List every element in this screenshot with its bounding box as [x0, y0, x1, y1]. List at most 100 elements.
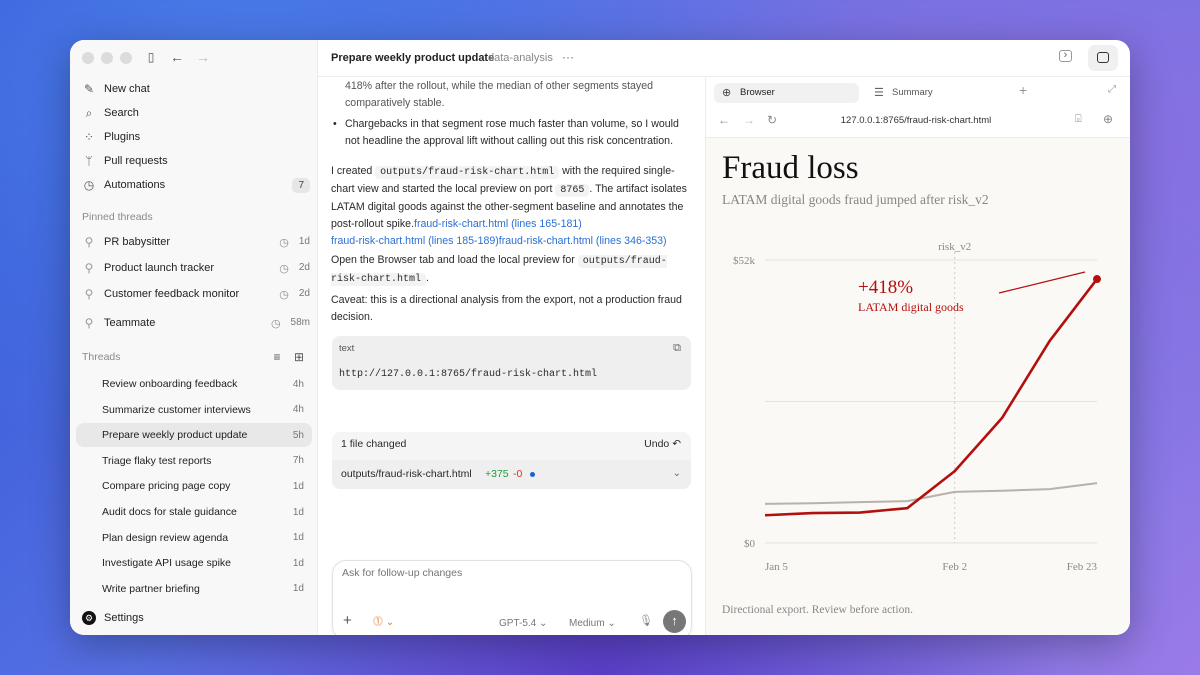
unsaved-dot [530, 472, 535, 477]
pinned-thread[interactable]: ⚲ Product launch tracker ◷ 2d [82, 257, 310, 279]
nav-pull-requests[interactable]: ᛘ Pull requests [82, 150, 310, 172]
thread-item[interactable]: Write partner briefing 1d [76, 577, 312, 601]
effort-select[interactable]: Medium ⌄ [569, 618, 616, 629]
pinned-thread[interactable]: ⚲ Teammate ◷ 58m [82, 312, 310, 334]
file-link[interactable]: fraud-risk-chart.html (lines 185-189) [331, 235, 499, 247]
page-content: Fraud loss LATAM digital goods fraud jum… [706, 137, 1130, 635]
thread-time: 1d [292, 532, 304, 544]
search-icon: ⌕ [85, 105, 93, 120]
zoom-window-button[interactable] [120, 52, 132, 64]
new-tab-icon[interactable]: + [1019, 82, 1028, 98]
terminal-icon[interactable]: › [1059, 50, 1072, 62]
tab-label: Summary [892, 87, 933, 98]
microphone-icon[interactable]: 🎙 [639, 615, 653, 627]
bullet-text: Chargebacks in that segment rose much fa… [345, 118, 679, 147]
thread-label: Triage flaky test reports [102, 454, 212, 467]
globe-icon: ⊕ [722, 87, 732, 99]
nav-label: Automations [104, 179, 166, 191]
send-button[interactable]: ↑ [663, 610, 686, 633]
file-link[interactable]: fraud-risk-chart.html (lines 346-353) [498, 235, 667, 247]
undo-label: Undo [644, 438, 670, 450]
thread-item[interactable]: Summarize customer interviews 4h [76, 398, 312, 422]
thread-item[interactable]: Triage flaky test reports 7h [76, 449, 312, 473]
settings-button[interactable]: ⚙ Settings [82, 607, 310, 629]
thread-time: 1d [298, 235, 310, 247]
undo-icon: ↶ [672, 438, 681, 450]
expand-icon[interactable]: ⤢ [1108, 84, 1116, 95]
minimize-window-button[interactable] [101, 52, 113, 64]
copy-icon[interactable]: ⧉ [673, 342, 681, 354]
annotation-leader-line [998, 271, 1086, 294]
thread-item[interactable]: Audit docs for stale guidance 1d [76, 500, 312, 524]
follow-up-input[interactable] [342, 567, 662, 579]
nav-automations[interactable]: ◷ Automations 7 [82, 174, 310, 196]
add-annotation-icon[interactable]: ⊕ [1103, 112, 1114, 126]
nav-new-chat[interactable]: ✎ New chat [82, 78, 310, 100]
thread-item[interactable]: Compare pricing page copy 1d [76, 474, 312, 498]
tab-summary[interactable]: ☰ Summary [874, 83, 984, 103]
bullet-item: • Chargebacks in that segment rose much f… [331, 116, 681, 150]
series-line-0 [764, 278, 1099, 517]
thread-time: 2d [298, 261, 310, 273]
forward-arrow-icon[interactable]: → [196, 49, 210, 65]
thread-label: Product launch tracker [104, 262, 215, 274]
thread-item[interactable]: Prepare weekly product update 5h [76, 423, 312, 448]
nav-label: New chat [104, 83, 150, 95]
address-bar[interactable]: 127.0.0.1:8765/fraud-risk-chart.html [840, 115, 992, 126]
x-tick-label: Jan 5 [765, 561, 788, 573]
project-label[interactable]: data-analysis [488, 52, 553, 64]
lines-added: +375 [485, 468, 509, 480]
new-folder-icon[interactable]: ⊞ [293, 350, 305, 364]
composer: + ⓵ ⌄ GPT-5.4 ⌄ Medium ⌄ 🎙 ↑ [332, 560, 692, 635]
clock-icon: ◷ [83, 178, 95, 192]
thread-label: Plan design review agenda [102, 531, 229, 544]
thread-time: 1d [292, 480, 304, 492]
edit-icon: ✎ [83, 82, 95, 96]
model-select[interactable]: GPT-5.4 ⌄ [499, 618, 548, 629]
reload-icon[interactable]: ↻ [767, 113, 778, 127]
settings-gear-icon: ⚙ [82, 611, 96, 625]
nav-plugins[interactable]: ⁘ Plugins [82, 126, 310, 148]
thread-label: Summarize customer interviews [102, 403, 251, 416]
changed-file-row[interactable]: outputs/fraud-risk-chart.html +375 -0 ⌄ [332, 460, 691, 489]
screenshot-icon[interactable]: ⌻ [1075, 113, 1082, 125]
thread-item[interactable]: Investigate API usage spike 1d [76, 551, 312, 575]
chevron-down-icon[interactable]: ⌄ [672, 468, 681, 479]
nav-label: Search [104, 107, 139, 119]
header: Prepare weekly product update data-analy… [318, 40, 1130, 77]
y-tick-label: $52k [733, 255, 756, 267]
undo-button[interactable]: Undo ↶ [644, 436, 681, 453]
threads-heading: Threads [82, 351, 121, 363]
sidebar-toggle-icon[interactable]: ▯ [147, 50, 155, 64]
close-window-button[interactable] [82, 52, 94, 64]
pinned-thread[interactable]: ⚲ PR babysitter ◷ 1d [82, 231, 310, 253]
automations-count-badge: 7 [292, 177, 310, 193]
nav-label: Plugins [104, 131, 141, 143]
code-block: text ⧉ http://127.0.0.1:8765/fraud-risk-… [332, 336, 691, 390]
y-tick-label: $0 [744, 538, 756, 550]
clock-icon: ◷ [279, 262, 289, 275]
file-link[interactable]: fraud-risk-chart.html (lines 165-181) [414, 218, 582, 230]
thread-time: 1d [292, 506, 304, 518]
text: . [426, 272, 429, 284]
add-attachment-icon[interactable]: + [343, 612, 352, 629]
thread-item[interactable]: Plan design review agenda 1d [76, 526, 312, 550]
more-options-button[interactable]: ··· [562, 50, 574, 64]
permissions-shield-icon[interactable]: ⓵ ⌄ [373, 617, 395, 628]
browser-back-icon[interactable]: ← [718, 113, 730, 127]
thread-time: 7h [292, 455, 304, 467]
pinned-thread[interactable]: ⚲ Customer feedback monitor ◷ 2d [82, 283, 310, 305]
thread-time: 4h [292, 378, 304, 390]
code-language: text [339, 343, 355, 354]
clock-icon: ◷ [270, 317, 281, 330]
thread-item[interactable]: Review onboarding feedback 4h [76, 372, 312, 396]
pin-icon: ⚲ [84, 235, 94, 249]
tab-label: Browser [740, 87, 775, 98]
tab-browser[interactable]: ⊕ Browser [714, 83, 859, 103]
toggle-panel-button[interactable] [1088, 45, 1118, 71]
filter-icon[interactable]: ≡ [273, 350, 281, 364]
nav-search[interactable]: ⌕ Search [82, 102, 310, 124]
browser-forward-icon[interactable]: → [743, 113, 755, 127]
back-arrow-icon[interactable]: ← [170, 49, 184, 65]
series-line-1 [764, 482, 1098, 505]
